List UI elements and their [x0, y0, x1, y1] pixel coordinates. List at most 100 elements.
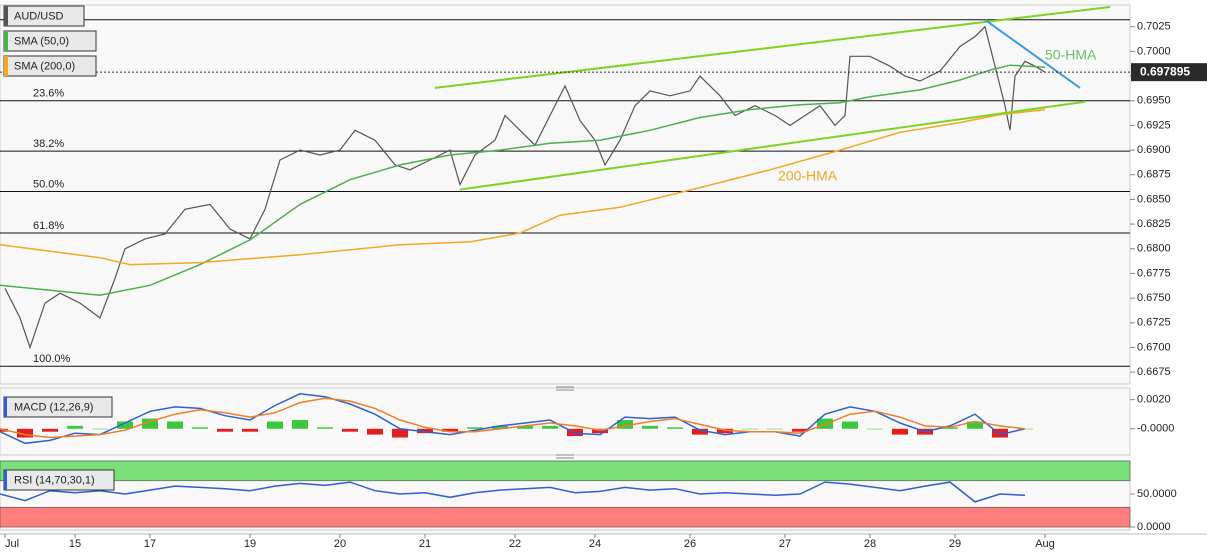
histogram-bar [242, 428, 258, 432]
histogram-bar [867, 428, 883, 430]
y-tick-label: 0.6875 [1137, 169, 1171, 181]
x-tick-label: 15 [69, 538, 81, 550]
indicator-swatch [4, 470, 7, 490]
annotation: 50-HMA [1045, 47, 1097, 63]
histogram-bar [542, 425, 558, 429]
series-line [4, 25, 1046, 350]
histogram-bar [217, 428, 233, 432]
macd-panel [0, 387, 1131, 456]
legend-swatch [4, 31, 8, 51]
y-tick-label: 0.6950 [1137, 95, 1171, 107]
trendline [459, 100, 1086, 191]
histogram-bar [942, 427, 958, 429]
indicator-title: RSI (14,70,30,1) [14, 474, 95, 486]
annotation: 200-HMA [778, 168, 838, 184]
y-tick-label: 0.0020 [1137, 394, 1171, 406]
histogram-bar [892, 428, 908, 435]
legend-label: SMA (50,0) [14, 35, 69, 47]
x-tick-label: 21 [419, 538, 431, 550]
series-line [0, 397, 1026, 439]
histogram-bar [667, 427, 683, 429]
histogram-bar [692, 428, 708, 435]
series-line [0, 481, 1026, 503]
y-tick-label: 0.6750 [1137, 292, 1171, 304]
histogram-bar [392, 428, 408, 438]
x-tick-label: 19 [244, 538, 256, 550]
y-tick-label: 0.6800 [1137, 243, 1171, 255]
histogram-bar [292, 420, 308, 429]
histogram-bar [717, 428, 733, 434]
trendline [434, 5, 1111, 89]
histogram-bar [117, 421, 133, 429]
trendline [984, 18, 1081, 89]
series-line [0, 393, 1026, 445]
histogram-bar [192, 427, 208, 429]
y-tick-label: 0.0000 [1137, 521, 1171, 533]
fib-label: 23.6% [33, 88, 64, 100]
x-tick-label: Jul [5, 538, 19, 550]
y-tick-label: 0.6700 [1137, 341, 1171, 353]
y-tick-label: 0.6850 [1137, 193, 1171, 205]
histogram-bar [317, 427, 333, 429]
x-tick-label: 20 [334, 538, 346, 550]
x-tick-label: 26 [684, 538, 696, 550]
series-line [0, 64, 1046, 296]
histogram-bar [792, 428, 808, 432]
y-tick-label: 0.6825 [1137, 218, 1171, 230]
y-tick-label: 0.6675 [1137, 366, 1171, 378]
x-tick-label: Aug [1035, 538, 1055, 550]
histogram-bar [767, 428, 783, 430]
x-tick-label: 17 [144, 538, 156, 550]
histogram-bar [442, 428, 458, 432]
histogram-bar [42, 428, 58, 432]
legend-swatch [4, 6, 8, 26]
histogram-bar [967, 421, 983, 429]
x-tick-label: 22 [509, 538, 521, 550]
band [0, 506, 1131, 528]
y-tick-label: -0.0000 [1137, 423, 1174, 435]
main-panel [0, 4, 1131, 385]
y-tick-label: 0.7000 [1137, 45, 1171, 57]
x-tick-label: 24 [589, 538, 601, 550]
histogram-bar [367, 428, 383, 435]
histogram-bar [992, 428, 1008, 438]
fib-label: 50.0% [33, 178, 64, 190]
y-tick-label: 0.6900 [1137, 144, 1171, 156]
histogram-bar [642, 425, 658, 429]
y-tick-label: 0.6775 [1137, 267, 1171, 279]
legend-label: AUD/USD [14, 10, 64, 22]
histogram-bar [492, 425, 508, 429]
histogram-bar [517, 425, 533, 429]
fib-label: 100.0% [33, 353, 71, 365]
histogram-bar [617, 420, 633, 429]
histogram-bar [167, 421, 183, 429]
y-tick-label: 0.6725 [1137, 317, 1171, 329]
fib-label: 61.8% [33, 220, 64, 232]
panel-grip[interactable] [556, 386, 574, 459]
legend-swatch [4, 56, 8, 76]
x-tick-label: 28 [864, 538, 876, 550]
x-tick-label: 29 [949, 538, 961, 550]
fib-label: 38.2% [33, 138, 64, 150]
histogram-bar [342, 428, 358, 432]
y-tick-label: 0.7025 [1137, 21, 1171, 33]
y-tick-label: 0.6925 [1137, 119, 1171, 131]
last-price-label: 0.697895 [1140, 64, 1190, 78]
histogram-bar [592, 428, 608, 434]
histogram-bar [92, 428, 108, 430]
histogram-bar [17, 428, 33, 438]
histogram-bar [742, 428, 758, 430]
legend-label: SMA (200,0) [14, 60, 75, 72]
histogram-bar [67, 425, 83, 429]
indicator-title: MACD (12,26,9) [14, 401, 93, 413]
last-price-box [1131, 63, 1207, 82]
histogram-bar [842, 421, 858, 429]
histogram-bar [467, 427, 483, 429]
y-tick-label: 50.0000 [1137, 488, 1177, 500]
x-tick-label: 27 [779, 538, 791, 550]
band [0, 460, 1131, 482]
histogram-bar [267, 421, 283, 429]
indicator-swatch [4, 397, 7, 417]
series-line [0, 108, 1046, 266]
